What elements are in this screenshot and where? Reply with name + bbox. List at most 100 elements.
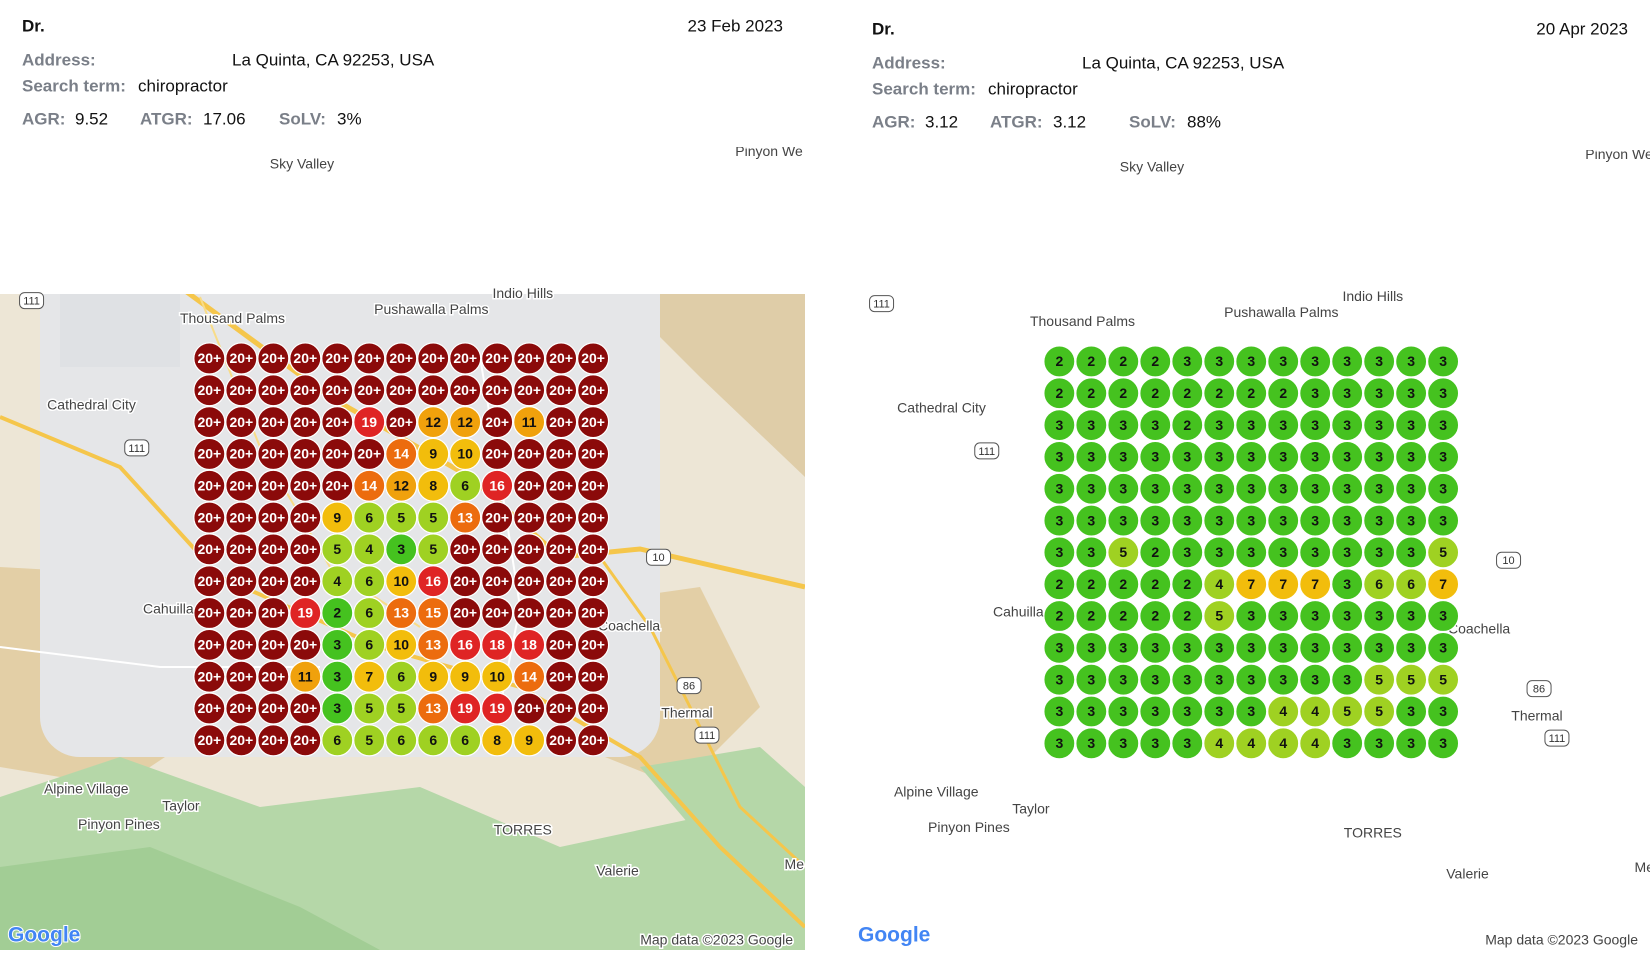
rank-pin bbox=[1427, 440, 1460, 474]
rank-value: 5 bbox=[397, 700, 405, 716]
rank-value: 3 bbox=[1183, 703, 1191, 719]
rank-pin bbox=[1235, 504, 1268, 537]
rank-value: 3 bbox=[1055, 735, 1063, 751]
rank-value: 4 bbox=[365, 541, 373, 557]
rank-pin bbox=[1395, 536, 1428, 569]
rank-pin bbox=[1331, 377, 1364, 410]
rank-value: 3 bbox=[1119, 640, 1127, 656]
rank-value: 20+ bbox=[229, 509, 253, 525]
rank-value: 20+ bbox=[581, 732, 605, 748]
rank-pin bbox=[513, 628, 546, 661]
rank-value: 3 bbox=[1087, 512, 1095, 528]
rank-value: 20+ bbox=[293, 382, 317, 398]
rank-value: 3 bbox=[1311, 640, 1319, 656]
rank-value: 19 bbox=[361, 414, 377, 430]
rank-pin bbox=[417, 533, 450, 566]
road-shield-label: 111 bbox=[699, 730, 716, 742]
rank-value: 3 bbox=[1183, 353, 1191, 369]
map-attribution: Map data ©2023 Google bbox=[1485, 932, 1638, 948]
rank-value: 3 bbox=[1407, 608, 1415, 624]
rank-value: 20+ bbox=[485, 382, 509, 398]
map-overlay: Sky Valley Pinyon We Thousand Palms Pushawa… bbox=[857, 150, 1650, 949]
road-shield bbox=[1544, 729, 1570, 747]
rank-pin bbox=[1427, 568, 1460, 601]
rank-pin bbox=[1171, 695, 1204, 728]
rank-value: 20+ bbox=[549, 350, 573, 366]
rank-pin bbox=[1139, 408, 1172, 442]
rank-pin bbox=[257, 596, 290, 630]
rank-value: 20+ bbox=[517, 573, 541, 589]
rank-pin bbox=[1331, 568, 1364, 601]
rank-pin bbox=[1139, 568, 1172, 601]
place-label: Pushawalla Palms bbox=[1224, 304, 1338, 320]
rank-value: 20+ bbox=[293, 477, 317, 493]
rank-pin bbox=[417, 628, 450, 661]
rank-pin bbox=[1171, 663, 1204, 696]
rank-value: 3 bbox=[1055, 703, 1063, 719]
rank-pin bbox=[1043, 536, 1076, 569]
rank-pin bbox=[1139, 599, 1172, 633]
rank-pin bbox=[1331, 472, 1364, 505]
rank-pin bbox=[417, 565, 450, 598]
rank-pin bbox=[1427, 663, 1460, 696]
rank-value: 20+ bbox=[197, 541, 221, 557]
rank-value: 3 bbox=[1151, 640, 1159, 656]
rank-value: 3 bbox=[1279, 353, 1287, 369]
rank-pin bbox=[1395, 631, 1428, 664]
rank-value: 3 bbox=[1375, 608, 1383, 624]
rank-value: 3 bbox=[1151, 671, 1159, 687]
rank-value: 3 bbox=[1215, 671, 1223, 687]
rank-pin bbox=[289, 724, 322, 757]
rank-pin bbox=[1267, 631, 1300, 664]
rank-pin bbox=[353, 342, 386, 375]
rank-pin bbox=[193, 628, 226, 661]
rank-value: 3 bbox=[1439, 640, 1447, 656]
rank-value: 3 bbox=[1247, 608, 1255, 624]
rank-value: 20+ bbox=[581, 605, 605, 621]
rank-pin bbox=[289, 692, 322, 725]
rank-pin bbox=[1395, 504, 1428, 537]
road-shield-label: 10 bbox=[1502, 555, 1514, 567]
rank-value: 6 bbox=[461, 732, 469, 748]
rank-value: 3 bbox=[1407, 512, 1415, 528]
rank-pin bbox=[545, 724, 578, 757]
rank-pin bbox=[513, 533, 546, 566]
rank-pin bbox=[545, 342, 578, 375]
rank-value: 2 bbox=[1247, 385, 1255, 401]
doctor-name: Dr. bbox=[22, 16, 45, 35]
rank-pin bbox=[417, 501, 450, 534]
rank-value: 20+ bbox=[517, 446, 541, 462]
rank-value: 20+ bbox=[229, 350, 253, 366]
rank-pin bbox=[1107, 727, 1140, 760]
search-label: Search term: bbox=[22, 76, 126, 95]
rank-value: 3 bbox=[1343, 449, 1351, 465]
rank-value: 3 bbox=[1215, 417, 1223, 433]
rank-pin bbox=[385, 437, 418, 471]
rank-pin bbox=[1171, 599, 1204, 633]
rank-value: 3 bbox=[1311, 417, 1319, 433]
rank-value: 5 bbox=[1439, 544, 1447, 560]
rank-value: 3 bbox=[1055, 512, 1063, 528]
rank-pin bbox=[513, 660, 546, 693]
rank-pin bbox=[1139, 695, 1172, 728]
google-logo: Google bbox=[858, 924, 930, 947]
road-shield-label: 86 bbox=[1533, 684, 1545, 696]
rank-pin bbox=[257, 469, 290, 502]
rank-value: 2 bbox=[333, 605, 341, 621]
rank-value: 20+ bbox=[485, 414, 509, 430]
rank-value: 20+ bbox=[453, 541, 477, 557]
rank-pin bbox=[417, 374, 450, 407]
rank-value: 4 bbox=[1215, 735, 1223, 751]
rank-value: 20+ bbox=[325, 414, 349, 430]
rank-value: 8 bbox=[429, 477, 437, 493]
rank-pin bbox=[1331, 695, 1364, 728]
rank-pin bbox=[1267, 663, 1300, 696]
rank-value: 20+ bbox=[197, 446, 221, 462]
address-label: Address: bbox=[22, 50, 96, 69]
rank-value: 3 bbox=[1215, 449, 1223, 465]
rank-value: 3 bbox=[1119, 671, 1127, 687]
rank-pin bbox=[193, 469, 226, 502]
rank-value: 3 bbox=[1407, 735, 1415, 751]
rank-pin bbox=[289, 565, 322, 598]
